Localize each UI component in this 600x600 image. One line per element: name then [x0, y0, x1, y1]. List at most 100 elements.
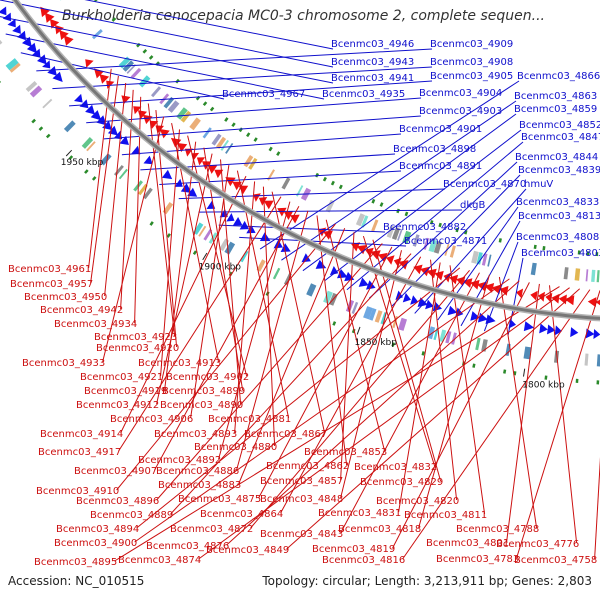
inner-feature-block — [159, 93, 170, 105]
reverse-gene-label-41: Bcenmc03_4872 — [170, 524, 253, 535]
outer-feature-block — [240, 250, 249, 263]
reverse-gene-arrow — [258, 197, 268, 206]
forward-gene-label-18: Bcenmc03_4863 — [514, 91, 597, 102]
forward-gene-label-1: Bcenmc03_4943 — [331, 57, 414, 68]
tick-label: 1900 kbp — [199, 263, 242, 273]
leader-line — [156, 243, 383, 501]
inner-marker-dash — [322, 176, 327, 182]
inner-feature-block — [267, 169, 275, 181]
leader-line — [118, 196, 282, 452]
reverse-gene-label-27: Bcenmc03_4910 — [36, 486, 119, 497]
inner-feature-block — [371, 219, 379, 232]
reverse-gene-label-23: Bcenmc03_4907 — [74, 466, 157, 477]
reverse-gene-label-31: Bcenmc03_4829 — [360, 477, 443, 488]
leader-line — [120, 175, 247, 434]
leader-line — [594, 456, 600, 560]
outer-feature-block — [81, 137, 94, 149]
reverse-gene-label-35: Bcenmc03_4889 — [90, 510, 173, 521]
forward-gene-label-24: hmuV — [524, 179, 553, 190]
leader-line — [460, 220, 521, 327]
forward-gene-arrow — [366, 280, 376, 290]
forward-gene-arrow — [37, 54, 47, 65]
leader-line — [69, 80, 433, 107]
forward-gene-arrow — [239, 220, 249, 230]
outer-feature-block — [323, 290, 333, 304]
reverse-gene-arrow — [253, 193, 261, 202]
reverse-gene-label-25: Bcenmc03_4862 — [266, 461, 349, 472]
outer-marker-dash — [84, 169, 89, 174]
reverse-gene-arrow — [378, 252, 388, 263]
reverse-gene-label-39: Bcenmc03_4811 — [404, 510, 487, 521]
reverse-gene-label-50: Bcenmc03_4895 — [34, 557, 117, 568]
forward-gene-arrow — [161, 169, 173, 180]
forward-gene-arrow — [0, 6, 7, 16]
reverse-gene-label-33: Bcenmc03_4875 — [178, 494, 261, 505]
tick-label: 1800 kbp — [522, 381, 565, 391]
reverse-gene-label-17: Bcenmc03_4914 — [40, 429, 123, 440]
outer-feature-block — [42, 98, 53, 109]
reverse-gene-arrow — [551, 293, 560, 304]
reverse-gene-arrow — [499, 285, 509, 296]
forward-gene-arrow — [26, 42, 37, 54]
forward-gene-arrow — [74, 93, 83, 103]
leader-line — [271, 191, 326, 434]
reverse-gene-label-55: Bcenmc03_4758 — [514, 555, 597, 566]
forward-gene-arrow — [547, 324, 556, 335]
forward-gene-arrow — [47, 66, 57, 76]
forward-gene-arrow — [131, 145, 141, 155]
leader-line — [0, 16, 334, 84]
outer-feature-block — [272, 267, 281, 280]
forward-gene-arrow — [2, 12, 12, 22]
forward-gene-arrow — [315, 259, 327, 269]
inner-feature-block — [476, 252, 483, 265]
tick-label: 1950 kbp — [61, 158, 104, 168]
outer-feature-block — [451, 332, 457, 345]
leader-line — [170, 253, 412, 515]
leader-line — [398, 262, 441, 513]
reverse-gene-label-7: Bcenmc03_4933 — [22, 358, 105, 369]
forward-gene-label-21: Bcenmc03_4847 — [521, 132, 600, 143]
inner-feature-block — [163, 96, 175, 109]
reverse-gene-arrow — [106, 80, 115, 89]
leader-line — [324, 129, 522, 281]
leader-line — [226, 280, 520, 546]
leader-line — [160, 129, 180, 377]
leader-line — [281, 100, 517, 261]
outer-feature-block — [481, 339, 488, 352]
backbone-line — [13, 0, 600, 320]
inner-feature-block — [355, 213, 366, 227]
reverse-gene-label-37: Bcenmc03_4820 — [376, 496, 459, 507]
outer-feature-block — [427, 326, 436, 340]
outer-marker-dash — [513, 371, 517, 376]
inner-feature-block — [591, 269, 596, 282]
inner-marker-dash — [338, 184, 343, 190]
outer-feature-block — [100, 153, 112, 166]
leader-line — [280, 256, 422, 514]
outer-feature-block — [433, 327, 439, 341]
inner-feature-block — [167, 100, 180, 113]
inner-marker-dash — [148, 55, 154, 60]
leader-line — [418, 274, 490, 529]
reverse-gene-arrow — [50, 19, 60, 29]
reverse-gene-arrow — [149, 120, 159, 129]
reverse-gene-label-2: Bcenmc03_4950 — [24, 292, 107, 303]
leader-line — [154, 206, 300, 471]
forward-gene-arrow — [226, 213, 235, 222]
forward-gene-arrow — [42, 60, 51, 69]
leader-line — [238, 228, 346, 485]
inner-feature-block — [296, 185, 304, 197]
reverse-gene-label-0: Bcenmc03_4961 — [8, 264, 91, 275]
forward-gene-label-19: Bcenmc03_4859 — [514, 104, 597, 115]
forward-gene-label-4: Bcenmc03_4967 — [222, 89, 305, 100]
inner-marker-dash — [455, 227, 459, 233]
reverse-gene-label-21: Bcenmc03_4917 — [38, 447, 121, 458]
leader-line — [549, 285, 578, 544]
inner-feature-block — [202, 127, 212, 139]
outer-feature-block — [224, 241, 236, 255]
outer-feature-block — [9, 62, 21, 73]
leader-line — [498, 276, 538, 529]
reverse-gene-arrow — [386, 255, 395, 265]
outer-marker-dash — [391, 342, 395, 347]
forward-gene-label-2: Bcenmc03_4941 — [331, 73, 414, 84]
reverse-gene-arrow — [370, 250, 381, 260]
